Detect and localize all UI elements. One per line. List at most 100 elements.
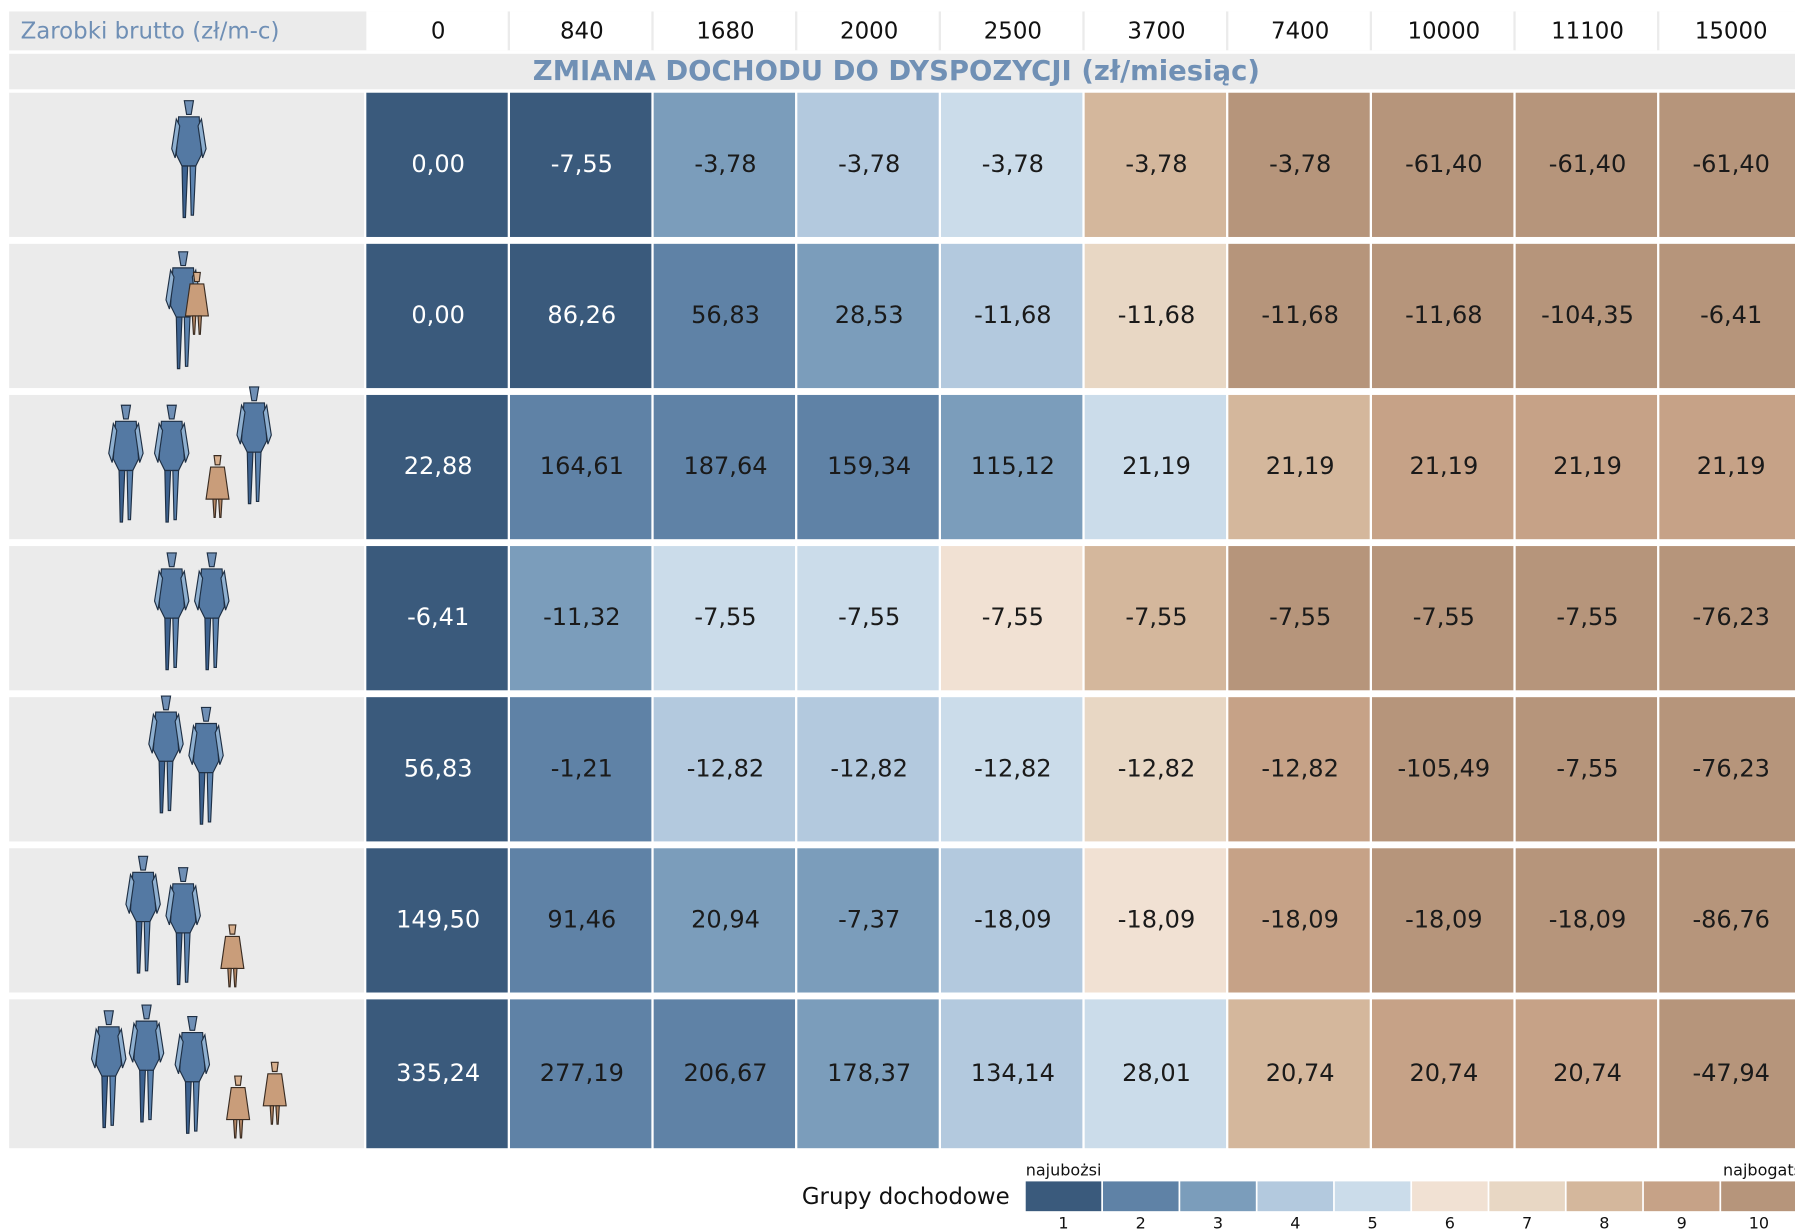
- cell-value: -76,23: [1692, 603, 1769, 631]
- legend-swatch: [1103, 1181, 1179, 1211]
- cell-value: -76,23: [1692, 754, 1769, 782]
- column-label: 2000: [840, 19, 898, 45]
- cell-value: 20,94: [691, 905, 760, 933]
- legend-swatch: [1721, 1181, 1795, 1211]
- column-label: 15000: [1695, 19, 1768, 45]
- title: ZMIANA DOCHODU DO DYSPOZYCJI (zł/miesiąc…: [533, 56, 1260, 87]
- cell-value: 159,34: [827, 452, 911, 480]
- legend-swatch: [1258, 1181, 1334, 1211]
- cell-value: 0,00: [411, 301, 465, 329]
- cell-value: 149,50: [396, 905, 480, 933]
- cell-value: -86,76: [1692, 905, 1769, 933]
- legend-swatch: [1412, 1181, 1488, 1211]
- cell-value: -7,55: [1413, 603, 1475, 631]
- cell-value: 56,83: [691, 301, 760, 329]
- column-label: 3700: [1127, 19, 1185, 45]
- cell-value: -7,55: [694, 603, 756, 631]
- cell-value: 277,19: [540, 1059, 624, 1087]
- cell-value: -3,78: [982, 150, 1044, 178]
- cell-value: -105,49: [1397, 754, 1490, 782]
- cell-value: -61,40: [1692, 150, 1769, 178]
- column-label: 2500: [984, 19, 1042, 45]
- legend-number: 1: [1058, 1213, 1068, 1232]
- column-label: 10000: [1407, 19, 1480, 45]
- legend-number: 3: [1213, 1213, 1223, 1232]
- cell-value: -104,35: [1541, 301, 1634, 329]
- legend-number: 9: [1677, 1213, 1687, 1232]
- legend-low: najubożsi: [1026, 1161, 1102, 1180]
- cell-value: -7,55: [1269, 603, 1331, 631]
- cell-value: 20,74: [1409, 1059, 1478, 1087]
- column-label: 0: [431, 19, 446, 45]
- heatmap-table: Zarobki brutto (zł/m-c) ZMIANA DOCHODU D…: [0, 0, 1795, 1232]
- cell-value: 20,74: [1266, 1059, 1335, 1087]
- cell-value: 21,19: [1266, 452, 1335, 480]
- legend-number: 4: [1290, 1213, 1300, 1232]
- cell-value: -7,55: [1556, 754, 1618, 782]
- cell-value: 86,26: [547, 301, 616, 329]
- cell-value: 22,88: [404, 452, 473, 480]
- cell-value: -11,68: [1261, 301, 1338, 329]
- legend-swatch: [1335, 1181, 1411, 1211]
- legend-swatch: [1489, 1181, 1565, 1211]
- cell-value: 28,53: [835, 301, 904, 329]
- cell-value: -7,55: [1556, 603, 1618, 631]
- cell-value: 0,00: [411, 150, 465, 178]
- cell-value: -61,40: [1549, 150, 1626, 178]
- legend-swatch: [1644, 1181, 1720, 1211]
- cell-value: -61,40: [1405, 150, 1482, 178]
- legend-swatch: [1026, 1181, 1102, 1211]
- cell-value: 20,74: [1553, 1059, 1622, 1087]
- legend-number: 2: [1136, 1213, 1146, 1232]
- cell-value: 21,19: [1553, 452, 1622, 480]
- cell-value: -1,21: [551, 754, 613, 782]
- cell-value: -7,55: [982, 603, 1044, 631]
- cell-value: -18,09: [1118, 905, 1195, 933]
- cell-value: -18,09: [1549, 905, 1626, 933]
- cell-value: -7,55: [838, 603, 900, 631]
- cell-value: 91,46: [547, 905, 616, 933]
- cell-value: -7,37: [838, 905, 900, 933]
- column-label: 7400: [1271, 19, 1329, 45]
- cell-value: 187,64: [683, 452, 767, 480]
- column-label: 840: [560, 19, 604, 45]
- cell-value: -11,68: [1118, 301, 1195, 329]
- cell-value: -3,78: [1269, 150, 1331, 178]
- cell-value: 115,12: [971, 452, 1055, 480]
- legend-number: 8: [1599, 1213, 1609, 1232]
- legend-number: 5: [1367, 1213, 1377, 1232]
- cell-value: -11,32: [543, 603, 620, 631]
- cell-value: 28,01: [1122, 1059, 1191, 1087]
- cell-value: 178,37: [827, 1059, 911, 1087]
- cell-value: 164,61: [540, 452, 624, 480]
- cell-value: -6,41: [1700, 301, 1762, 329]
- cell-value: -12,82: [1261, 754, 1338, 782]
- cell-value: 134,14: [971, 1059, 1055, 1087]
- row-icon-cell: [9, 697, 364, 841]
- cell-value: -7,55: [1125, 603, 1187, 631]
- legend-number: 7: [1522, 1213, 1532, 1232]
- row-icon-cell: [9, 395, 364, 539]
- header-label: Zarobki brutto (zł/m-c): [21, 19, 280, 45]
- column-label: 11100: [1551, 19, 1624, 45]
- cell-value: -18,09: [1261, 905, 1338, 933]
- cell-value: -11,68: [974, 301, 1051, 329]
- legend-number: 10: [1749, 1213, 1769, 1232]
- legend-number: 6: [1445, 1213, 1455, 1232]
- legend-title: Grupy dochodowe: [802, 1184, 1010, 1210]
- cell-value: 21,19: [1409, 452, 1478, 480]
- cell-value: -3,78: [1125, 150, 1187, 178]
- legend-high: najbogatsi: [1723, 1161, 1795, 1180]
- cell-value: 21,19: [1697, 452, 1766, 480]
- cell-value: -3,78: [838, 150, 900, 178]
- legend-swatch: [1180, 1181, 1256, 1211]
- cell-value: -12,82: [687, 754, 764, 782]
- row-icon-cell: [9, 546, 364, 690]
- cell-value: 56,83: [404, 754, 473, 782]
- cell-value: 335,24: [396, 1059, 480, 1087]
- column-label: 1680: [696, 19, 754, 45]
- cell-value: -3,78: [694, 150, 756, 178]
- page: Zarobki brutto (zł/m-c) ZMIANA DOCHODU D…: [0, 0, 1795, 1232]
- legend-swatch: [1567, 1181, 1643, 1211]
- cell-value: 21,19: [1122, 452, 1191, 480]
